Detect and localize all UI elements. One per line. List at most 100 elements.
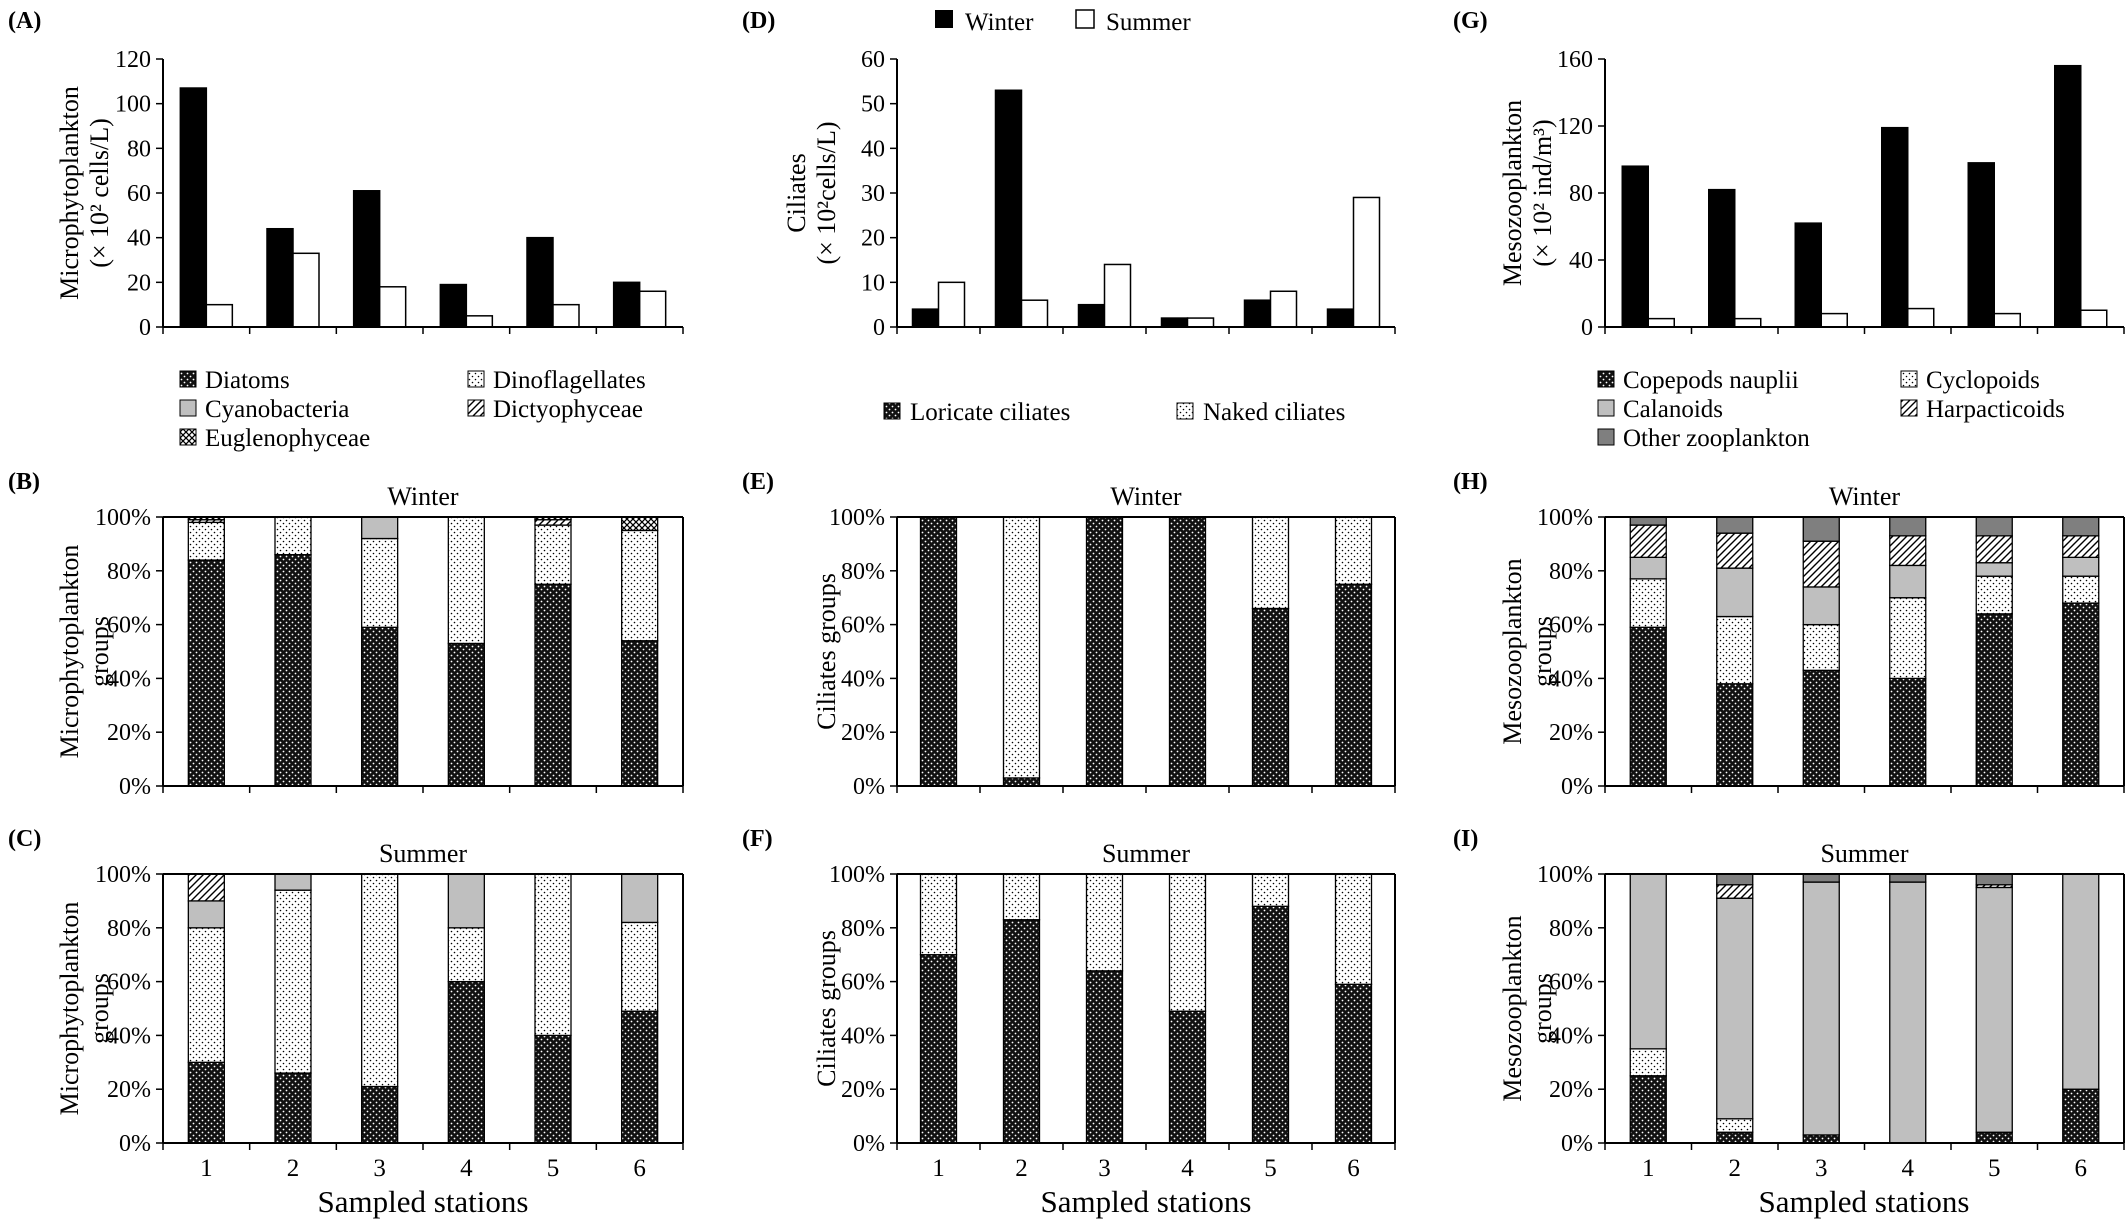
legend-microphytoplankton: Diatoms Dinoflagellates Cyanobacteria Di… [179,367,646,452]
y-tick-label: 100% [1537,862,1593,888]
segment-naked-ciliates-station-5 [1251,516,1290,610]
bar-summer-station-5 [552,303,580,328]
bar-summer-station-1 [1647,317,1675,328]
y-tick-label: 40% [107,666,151,692]
panel-label-a: (A) [8,8,41,34]
segment-other-zooplankton-station-3 [1802,516,1840,542]
bar-winter-station-3 [1077,303,1106,328]
y-tick-label: 20% [107,1077,151,1103]
segment-copepods-nauplii-station-5 [1975,613,2013,787]
legend-swatch-cyclopoids [1900,370,1918,388]
bar-summer-station-5 [1993,312,2021,328]
legend-label-naked: Naked ciliates [1203,399,1345,426]
panel-label-e: (E) [742,469,774,495]
segment-naked-ciliates-station-6 [1334,873,1373,985]
segment-dinoflagellates-station-2 [274,516,312,556]
legend-swatch-harpacticoids [1900,399,1918,417]
y-tick-label: 60% [1549,970,1593,996]
y-axis-label: (× 10² cells/L) [85,118,114,268]
segment-harpacticoids-station-2 [1716,532,1754,569]
segment-harpacticoids-station-4 [1889,535,1927,567]
y-tick-label: 80% [841,916,885,942]
segment-calanoids-station-1 [1629,556,1667,580]
segment-calanoids-station-3 [1802,586,1840,626]
segment-other-zooplankton-station-1 [1629,516,1667,526]
panel-label-g: (G) [1453,8,1488,34]
bar-summer-station-3 [1103,263,1132,328]
segment-loricate-ciliates-station-3 [1085,516,1124,787]
y-tick-label: 80 [127,136,151,162]
bar-winter-station-4 [439,283,468,328]
bar-winter-station-6 [2054,64,2082,328]
y-tick-label: 60% [107,970,151,996]
legend-swatch-calanoids [1597,399,1615,417]
segment-loricate-ciliates-station-6 [1334,983,1373,1144]
segment-calanoids-station-2 [1716,897,1754,1120]
segment-calanoids-station-5 [1975,562,2013,577]
segment-cyanobacteria-station-6 [621,873,659,924]
bar-winter-station-4 [1160,317,1189,328]
y-tick-label: 40 [861,136,885,162]
y-tick-label: 100% [1537,505,1593,531]
segment-diatoms-station-5 [534,583,572,787]
legend-swatch-euglenophyceae [179,428,197,446]
legend-swatch-dictyophyceae [467,399,485,417]
bar-summer-station-1 [205,303,234,328]
bar-winter-station-6 [612,281,641,328]
x-tick-label-station-3: 3 [1815,1155,1828,1182]
segment-cyanobacteria-station-4 [447,873,485,929]
bar-winter-station-2 [1708,188,1736,328]
segment-diatoms-station-6 [621,1010,659,1144]
segment-cyclopoids-station-1 [1629,1048,1667,1077]
segment-other-zooplankton-station-2 [1716,873,1754,886]
x-tick-label-station-6: 6 [2075,1155,2088,1182]
y-tick-label: 160 [1557,47,1593,73]
x-tick-label-station-3: 3 [373,1155,386,1182]
y-axis-label: Microphytoplankton [55,86,84,300]
segment-other-zooplankton-station-4 [1889,873,1927,883]
segment-naked-ciliates-station-6 [1334,516,1373,585]
season-title-summer: Summer [1820,839,1908,868]
legend-swatch-cyanobacteria [179,399,197,417]
y-tick-label: 0% [1561,774,1593,800]
segment-other-zooplankton-station-4 [1889,516,1927,537]
y-tick-label: 30 [861,181,885,207]
segment-loricate-ciliates-station-5 [1251,607,1290,787]
segment-calanoids-station-6 [2062,556,2100,577]
panel-label-b: (B) [8,469,40,495]
segment-copepods-nauplii-station-3 [1802,1134,1840,1144]
segment-naked-ciliates-station-5 [1251,873,1290,907]
x-tick-label-station-6: 6 [633,1155,646,1182]
segment-cyclopoids-station-2 [1716,1118,1754,1133]
segment-diatoms-station-2 [274,1072,312,1144]
chart--b-: 0% 20% 40% 60% 80% 100% Winter Microphytoplankt… [55,482,684,800]
bar-winter-station-3 [1794,222,1822,328]
segment-dinoflagellates-station-6 [621,529,659,642]
bar-winter-station-5 [1243,299,1272,328]
season-title-winter: Winter [387,482,458,511]
x-tick-label-station-2: 2 [287,1155,300,1182]
chart--i-: 0% 20% 40% 60% 80% 100% 1 2 3 4 5 6 Summer Mesozoopla… [1498,839,2125,1182]
segment-cyclopoids-station-3 [1802,623,1840,671]
segment-dinoflagellates-station-4 [447,516,485,645]
y-tick-label: 0% [853,1131,885,1157]
y-tick-label: 10 [861,270,885,296]
y-tick-label: 0 [873,315,885,341]
y-tick-label: 0 [1581,315,1593,341]
segment-naked-ciliates-station-1 [919,873,958,956]
y-axis-label: Ciliates [782,153,811,232]
segment-harpacticoids-station-2 [1716,884,1754,899]
bar-winter-station-5 [526,236,554,328]
legend-label-dinoflagellates: Dinoflagellates [493,367,646,394]
legend-label-calanoids: Calanoids [1623,396,1723,423]
segment-other-zooplankton-station-6 [2062,516,2100,537]
y-tick-label: 60 [861,47,885,73]
legend-mesozooplankton: Copepods nauplii Cyclopoids Calanoids Ha… [1597,367,2065,452]
legend-label-cyanobacteria: Cyanobacteria [205,396,349,423]
segment-diatoms-station-1 [187,1061,225,1144]
segment-cyanobacteria-station-2 [274,873,312,891]
segment-euglenophyceae-station-6 [621,516,659,532]
y-axis-label: (× 10² ind/m³) [1528,119,1557,266]
panel-label-f: (F) [742,826,773,852]
